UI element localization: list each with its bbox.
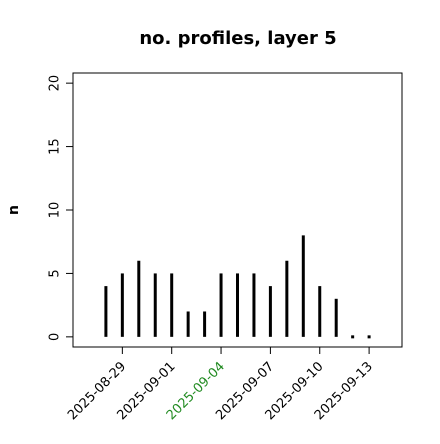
y-tick-label: 5 <box>48 269 63 277</box>
y-axis-label: n <box>6 205 22 215</box>
y-tick-label: 10 <box>48 202 63 219</box>
y-tick-label: 20 <box>48 75 63 92</box>
bar <box>351 335 355 339</box>
bar <box>367 335 371 339</box>
y-tick-label: 0 <box>48 333 63 341</box>
y-tick-label: 15 <box>48 138 63 155</box>
chart-title: no. profiles, layer 5 <box>139 28 336 49</box>
